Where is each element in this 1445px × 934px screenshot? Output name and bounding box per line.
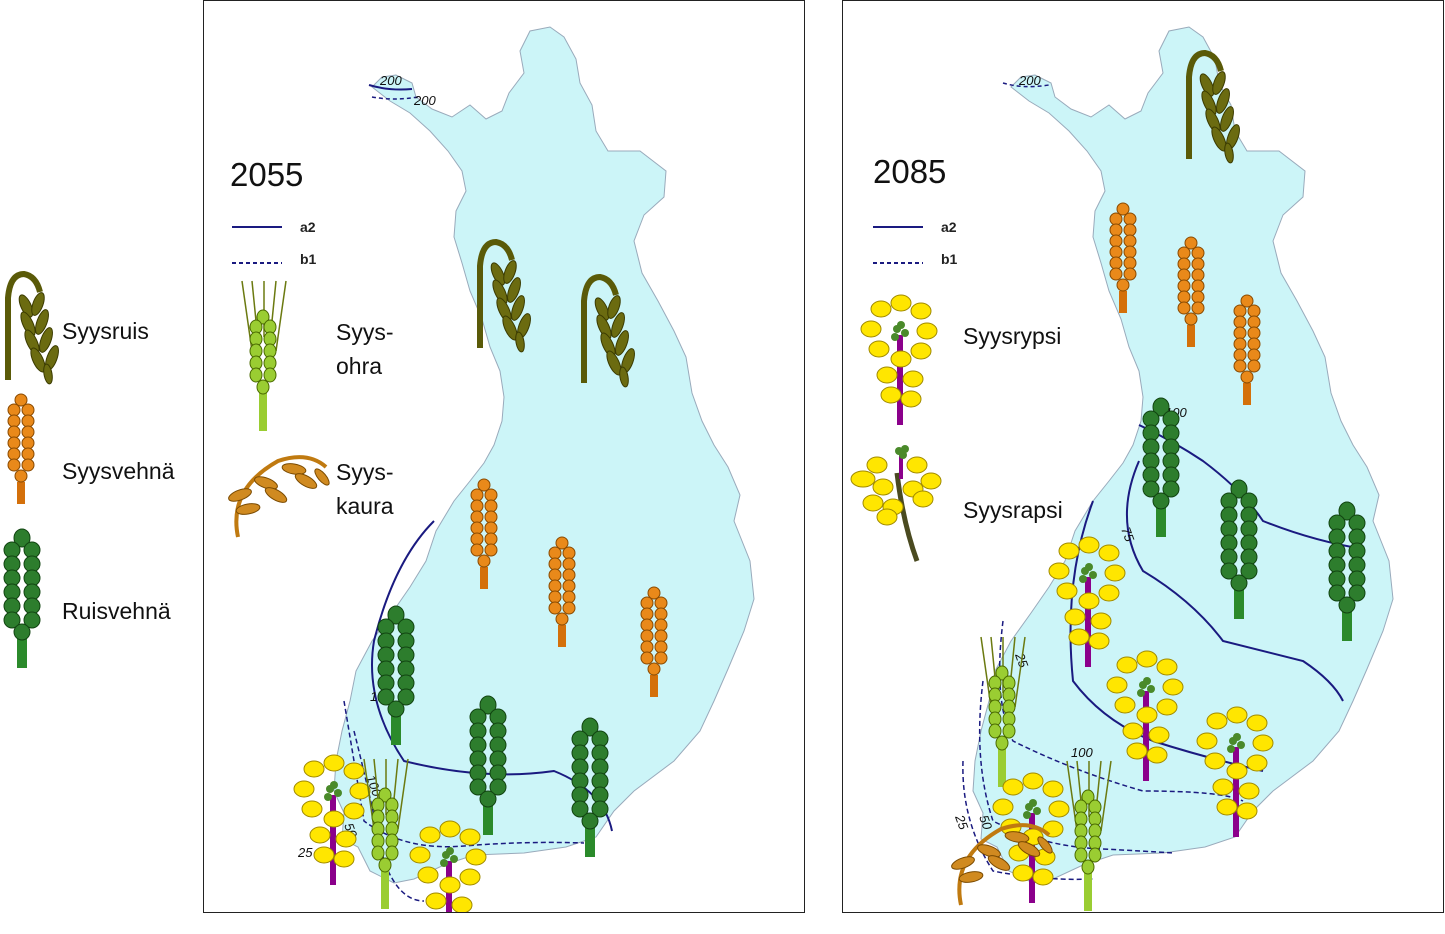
finland-land [972,26,1394,884]
contour-a2 [371,520,613,832]
syyskaura-label-1: Syys- [336,459,394,485]
contour-label: 200 [379,73,402,88]
contour-b1 [343,700,585,848]
wheat-icon [7,393,35,505]
legend-syysruis: Syysruis [62,318,149,344]
oat-icon [225,455,334,539]
rapeseed-icon [860,294,938,426]
contour-b1 [998,620,1244,802]
finland-land [333,26,755,884]
contour-b1 [353,730,425,902]
contour-b1 [962,760,1094,881]
contour-label: 25 [297,845,313,860]
rapeseed-icon [851,445,941,561]
year-label: 2085 [873,153,947,190]
contour-label: 50 [976,813,995,832]
contour-label: 200 [1018,73,1041,88]
contour-label: 100 [1071,745,1093,760]
legend-b1-label: b1 [941,251,958,267]
rye-icon [8,274,61,385]
contour-label: 25 [952,812,972,832]
legend-syysvehna: Syysvehnä [62,458,175,484]
year-label: 2055 [230,156,304,193]
contour-a2 [368,84,413,91]
legend-a2-label: a2 [300,219,316,235]
contour-label: 75 [1118,525,1137,544]
syysrypsi-label: Syysrypsi [963,323,1062,349]
syyskaura-label-2: kaura [336,493,394,519]
legend-b1-label: b1 [300,251,317,267]
syysrapsi-label: Syysrapsi [963,497,1063,523]
finland-map-2085: 200 100 75 100 25 25 50 [843,26,1394,912]
finland-map-2055: 200 200 100 100 25 50 [225,26,755,912]
contour-a2 [1125,460,1344,702]
map-panel-2055: 200 200 100 100 25 50 2055 a2 b1 Syys- o… [203,0,805,913]
barley-icon [241,280,287,432]
syysohra-label-1: Syys- [336,319,394,345]
contour-b1 [371,96,419,100]
legend-icons [3,0,200,669]
map-panel-2085: 200 100 75 100 25 25 50 2085 a2 b1 Syysr… [842,0,1444,913]
legend-a2-label: a2 [941,219,957,235]
contour-b1 [978,680,1174,854]
triticale-icon [3,528,41,669]
syysohra-label-2: ohra [336,353,383,379]
crop-legend: Syysruis Syysvehnä Ruisvehnä [0,0,200,934]
contour-label: 200 [413,93,436,108]
contour-b1 [1002,82,1050,88]
contour-a2 [1069,500,1264,772]
legend-ruisvehna: Ruisvehnä [62,598,171,624]
